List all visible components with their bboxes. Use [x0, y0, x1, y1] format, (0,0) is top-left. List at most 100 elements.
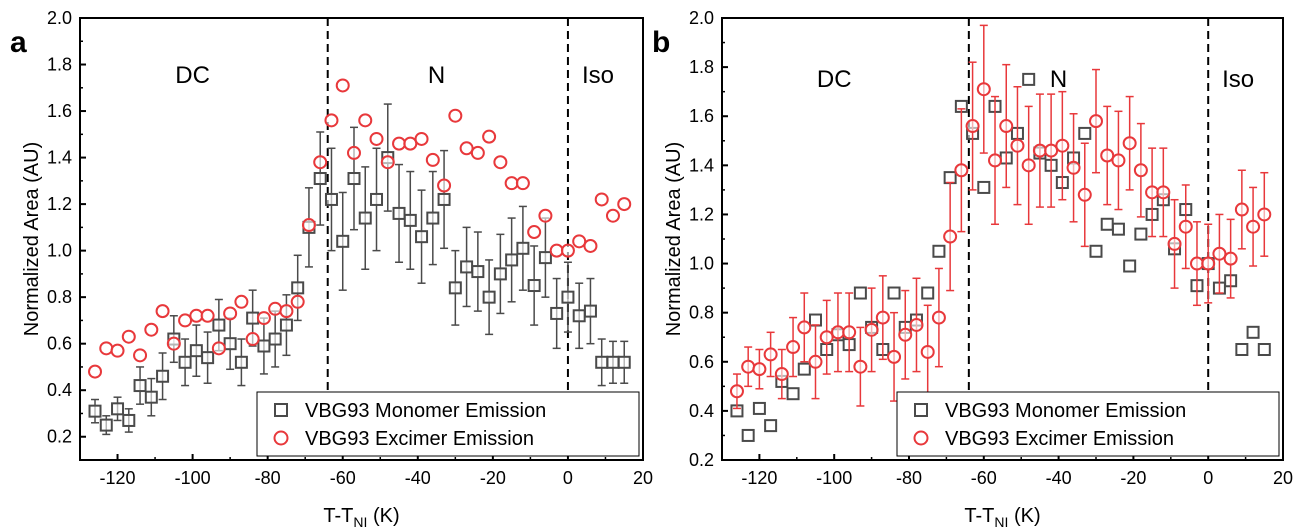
y-tick-label: 1.8: [689, 57, 714, 77]
data-point: [1032, 143, 1047, 158]
data-point: [560, 243, 575, 258]
data-point: [864, 322, 879, 337]
data-point: [887, 349, 902, 364]
region-label: N: [1050, 66, 1067, 93]
data-point: [493, 155, 508, 170]
data-point: [976, 82, 991, 97]
data-point: [189, 308, 204, 323]
y-tick-label: 0.2: [689, 450, 714, 470]
data-point: [505, 253, 519, 267]
data-point: [1145, 185, 1160, 200]
legend-marker-square: [274, 403, 288, 417]
x-tick-label: 20: [1273, 468, 1293, 488]
data-point: [1111, 222, 1125, 236]
data-point: [448, 281, 462, 295]
data-point: [470, 145, 485, 160]
data-point: [988, 153, 1003, 168]
x-tick-label: -40: [405, 468, 431, 488]
data-point: [1189, 256, 1204, 271]
data-point: [1100, 148, 1115, 163]
y-tick-label: 1.8: [47, 55, 72, 75]
data-point: [380, 155, 395, 170]
data-point: [88, 404, 102, 418]
legend-marker-circle: [273, 430, 289, 446]
region-label: Iso: [582, 62, 614, 89]
x-tick-label: -20: [1120, 468, 1146, 488]
data-point: [256, 311, 271, 326]
data-point: [786, 387, 800, 401]
y-tick-label: 0.4: [689, 401, 714, 421]
x-tick-label: -120: [741, 468, 777, 488]
data-point: [1055, 138, 1070, 153]
chart-panel-a: a DC N Iso -120 -100 -80 -60 -40 -20 0 20 0.2 0.4 0.6 0…: [10, 8, 653, 530]
region-label: Iso: [1222, 66, 1254, 93]
data-point: [932, 244, 946, 258]
data-point: [853, 359, 868, 374]
data-point: [482, 129, 497, 144]
data-point: [234, 294, 249, 309]
data-point: [493, 267, 507, 281]
y-tick-label: 2.0: [47, 8, 72, 28]
data-point: [999, 119, 1014, 134]
legend-box: [256, 391, 640, 457]
x-tick-label: 0: [1203, 468, 1213, 488]
data-point: [1021, 158, 1036, 173]
region-label: DC: [817, 66, 852, 93]
legend-marker-square: [914, 403, 928, 417]
data-point: [448, 108, 463, 123]
legend-label: VBG93 Excimer Emission: [945, 428, 1174, 450]
y-tick-label: 2.0: [689, 8, 714, 28]
data-point: [324, 192, 338, 206]
data-point: [347, 172, 361, 186]
data-point: [943, 171, 957, 185]
data-point: [88, 364, 103, 379]
data-point: [898, 327, 913, 342]
region-label: N: [428, 62, 445, 89]
y-tick-label: 1.0: [689, 254, 714, 274]
data-point: [504, 176, 519, 191]
data-point: [729, 384, 744, 399]
data-point: [335, 78, 350, 93]
region-label: DC: [175, 62, 210, 89]
x-axis-label: T-TNI (K): [323, 505, 399, 530]
data-point: [369, 131, 384, 146]
data-point: [819, 330, 834, 345]
data-point: [133, 379, 147, 393]
data-point: [527, 225, 542, 240]
data-point: [977, 180, 991, 194]
data-point: [1201, 256, 1216, 271]
data-point: [358, 211, 372, 225]
y-tick-label: 1.4: [689, 155, 714, 175]
data-point: [1235, 343, 1249, 356]
data-point: [797, 362, 811, 376]
data-point: [403, 213, 417, 227]
data-point: [1257, 207, 1272, 222]
data-point: [909, 317, 924, 332]
x-tick-label: -100: [175, 468, 211, 488]
data-point: [797, 320, 812, 335]
data-point: [1212, 246, 1227, 261]
data-point: [1178, 219, 1193, 234]
data-point: [752, 362, 767, 377]
data-point: [954, 163, 969, 178]
data-point: [549, 243, 564, 258]
data-point: [111, 402, 125, 416]
data-point: [764, 419, 778, 433]
data-point: [595, 355, 609, 369]
data-point: [853, 286, 867, 300]
data-point: [313, 172, 327, 186]
data-point: [1133, 163, 1148, 178]
excimer-series: [729, 24, 1272, 410]
data-point: [1246, 325, 1260, 339]
data-point: [392, 136, 407, 151]
data-point: [313, 155, 328, 170]
y-axis-label: Normalized Area (AU): [21, 142, 43, 337]
x-tick-label: 20: [633, 468, 653, 488]
data-point: [279, 318, 293, 332]
data-point: [921, 286, 935, 300]
data-point: [155, 304, 170, 319]
legend-box: [896, 391, 1280, 457]
legend-label: VBG93 Monomer Emission: [305, 400, 546, 422]
data-point: [336, 234, 350, 248]
